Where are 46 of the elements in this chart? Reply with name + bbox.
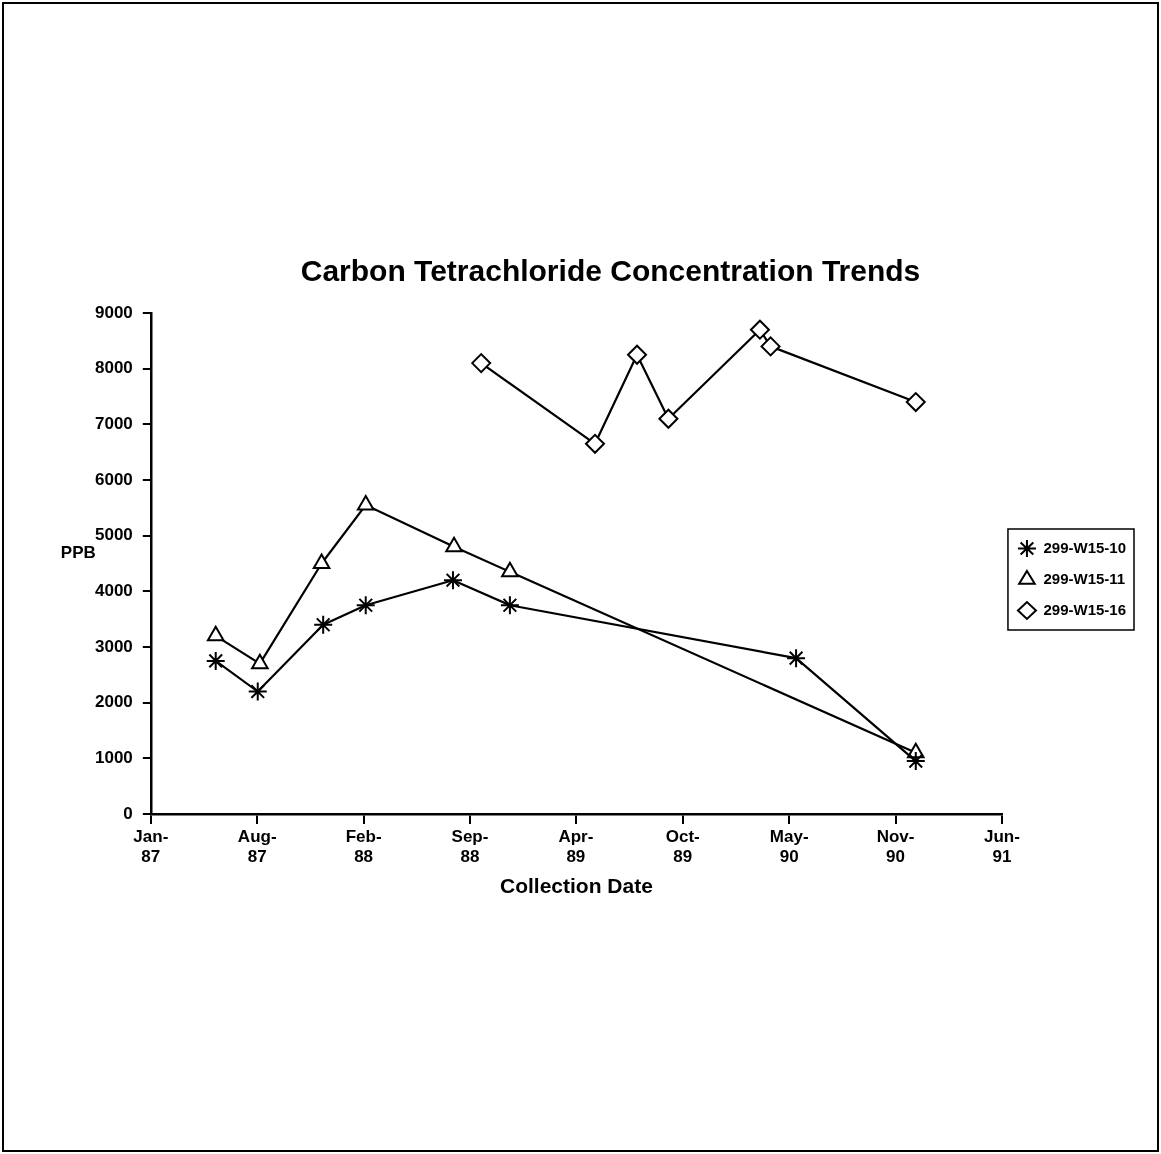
y-tick-label: 8000: [94, 358, 133, 378]
y-tick-label: 5000: [94, 525, 133, 545]
x-tick-label: Oct-89: [665, 826, 700, 867]
y-tick-label: 7000: [94, 414, 133, 434]
y-tick-label: 3000: [94, 636, 133, 656]
point: [471, 353, 492, 374]
legend-label: 299-W15-10: [1043, 538, 1126, 556]
point: [786, 648, 807, 669]
y-tick-label: 9000: [94, 302, 133, 322]
x-tick-label: May-90: [769, 826, 809, 867]
y-tick-label: 0: [123, 803, 133, 823]
point: [760, 336, 781, 357]
point: [445, 536, 463, 553]
point: [905, 392, 926, 413]
point: [905, 751, 926, 772]
point: [205, 650, 226, 671]
point: [442, 570, 463, 591]
chart-title: Carbon Tetrachloride Concentration Trends: [300, 254, 921, 288]
y-tick-label: 4000: [94, 581, 133, 601]
legend-label: 299-W15-11: [1043, 569, 1126, 587]
point: [356, 495, 375, 511]
point: [499, 595, 520, 616]
y-tick-label: 2000: [94, 692, 133, 712]
y-tick-label: 1000: [94, 748, 133, 768]
x-tick-label: Apr-89: [558, 826, 594, 867]
point: [658, 408, 679, 429]
x-tick-label: Jun-91: [984, 826, 1020, 867]
x-tick-label: Feb-88: [345, 826, 382, 867]
x-axis-title: Collection Date: [499, 874, 653, 898]
point: [355, 595, 376, 616]
point: [206, 625, 225, 642]
x-tick-label: Aug-87: [237, 826, 277, 867]
point: [627, 344, 648, 365]
point: [312, 553, 331, 569]
point: [313, 614, 334, 635]
point: [501, 561, 519, 578]
y-tick-label: 6000: [94, 469, 133, 489]
x-tick-label: Nov-90: [876, 826, 915, 867]
point: [749, 319, 770, 340]
point: [247, 681, 268, 702]
x-tick-label: Jan-87: [133, 826, 169, 867]
y-axis-title: PPB: [60, 543, 96, 563]
point: [585, 433, 606, 454]
point: [251, 653, 269, 670]
legend-label: 299-W15-16: [1043, 600, 1126, 618]
x-tick-label: Sep-88: [451, 826, 489, 867]
